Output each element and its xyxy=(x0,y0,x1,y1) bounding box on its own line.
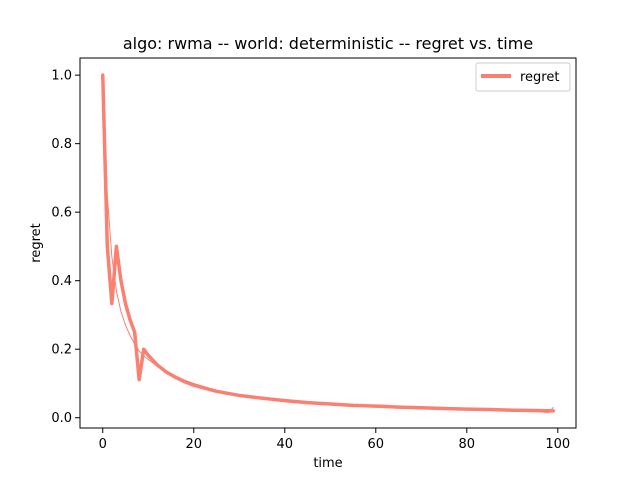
y-tick-label: 0.6 xyxy=(51,206,72,221)
y-tick-label: 0.4 xyxy=(51,274,72,289)
x-axis-ticks: 0 20 40 60 80 100 xyxy=(99,428,570,452)
y-tick-label: 0.8 xyxy=(51,137,72,152)
x-tick-label: 20 xyxy=(185,437,202,452)
plot-frame xyxy=(79,57,577,429)
x-tick-label: 40 xyxy=(276,437,293,452)
y-tick-label: 0.0 xyxy=(51,411,72,426)
y-tick-label: 0.2 xyxy=(51,343,72,358)
legend-label: regret xyxy=(520,70,559,85)
chart-title: algo: rwma -- world: deterministic -- re… xyxy=(123,34,533,53)
x-tick-label: 100 xyxy=(545,437,570,452)
x-tick-label: 60 xyxy=(368,437,385,452)
y-axis-ticks: 0.0 0.2 0.4 0.6 0.8 1.0 xyxy=(51,69,80,426)
y-axis-label: regret xyxy=(29,223,44,262)
y-tick-label: 1.0 xyxy=(51,69,72,84)
regret-thin-line xyxy=(102,74,554,414)
legend: regret xyxy=(475,62,571,92)
legend-box xyxy=(475,62,571,92)
series-layer xyxy=(101,73,555,414)
x-tick-label: 80 xyxy=(459,437,476,452)
x-axis-label: time xyxy=(313,456,342,471)
x-tick-label: 0 xyxy=(99,437,107,452)
